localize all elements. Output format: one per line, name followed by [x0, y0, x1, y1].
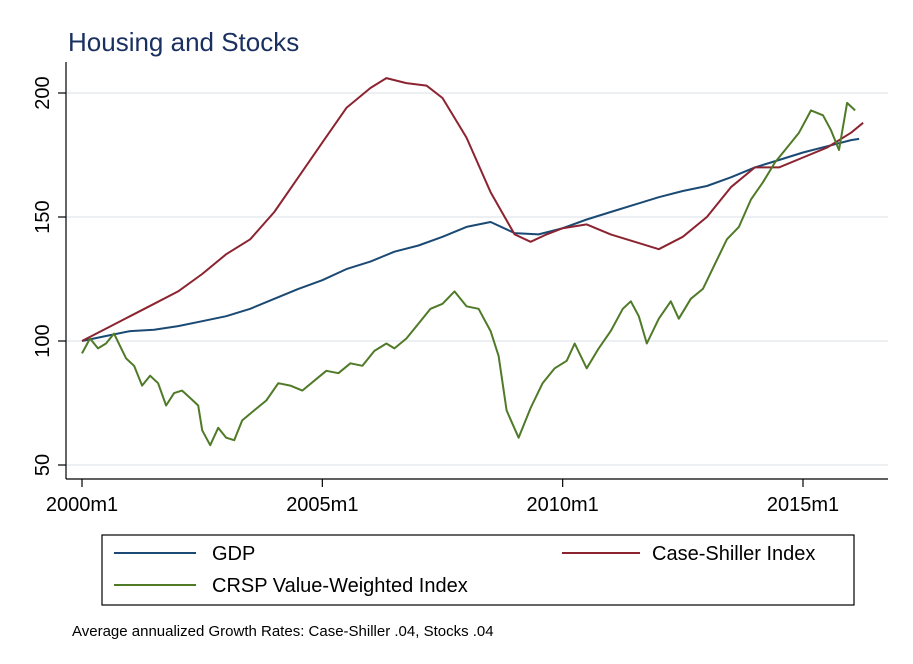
- legend-label: Case-Shiller Index: [652, 543, 815, 565]
- chart-note: Average annualized Growth Rates: Case-Sh…: [72, 623, 494, 640]
- x-tick-label: 2015m1: [767, 494, 839, 516]
- y-tick-label: 150: [32, 200, 54, 233]
- legend-label: GDP: [212, 543, 255, 565]
- x-tick-label: 2000m1: [46, 494, 118, 516]
- series-line-case-shiller-index: [81, 77, 864, 342]
- y-tick-label: 100: [32, 324, 54, 357]
- legend-label: CRSP Value-Weighted Index: [212, 575, 468, 597]
- series-line-gdp: [81, 137, 860, 342]
- grid-lines: [67, 92, 888, 466]
- series-lines: [81, 77, 864, 447]
- y-ticks: 50 100 150 200: [32, 76, 66, 476]
- legend-box: [101, 534, 855, 606]
- x-ticks: 2000m1 2005m1 2010m1 2015m1: [46, 479, 839, 516]
- series-line-crsp-value-weighted-index: [81, 101, 856, 447]
- y-tick-label: 200: [32, 76, 54, 109]
- legend: GDP Case-Shiller Index CRSP Value-Weighted…: [114, 543, 815, 597]
- x-tick-label: 2010m1: [527, 494, 599, 516]
- y-tick-label: 50: [32, 454, 54, 476]
- x-tick-label: 2005m1: [286, 494, 358, 516]
- chart-title: Housing and Stocks: [68, 27, 299, 57]
